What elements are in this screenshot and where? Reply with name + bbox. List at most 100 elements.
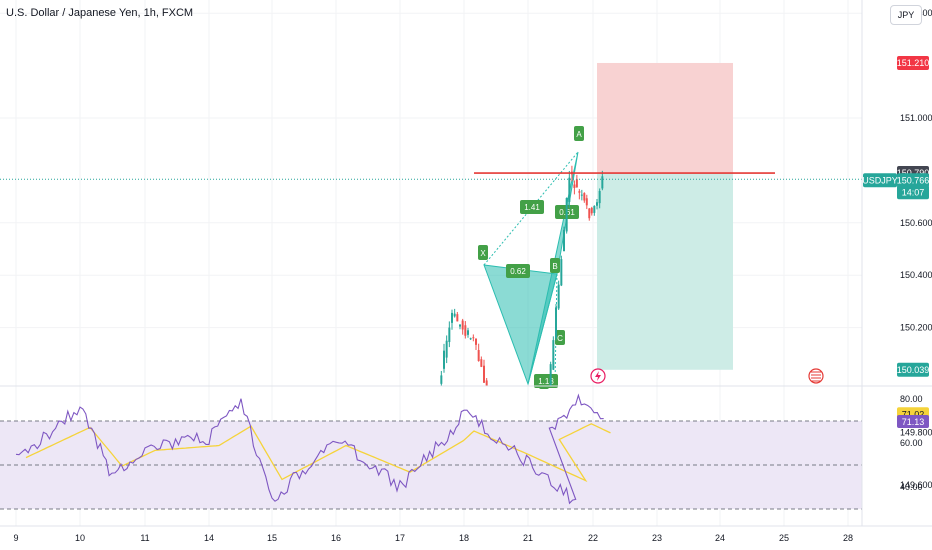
time-tick-22: 22 <box>588 533 598 543</box>
stop-loss-zone <box>597 62 733 174</box>
candle-body <box>453 313 456 317</box>
pattern-label-box-B <box>550 258 560 273</box>
pattern-xab-triangle <box>483 264 558 386</box>
rsi-ma-tag: 71.02 <box>902 409 925 419</box>
rsi-pane <box>0 393 862 510</box>
candle-body <box>469 338 472 340</box>
flash-icon-bolt <box>595 371 601 381</box>
time-tick-21: 21 <box>523 533 533 543</box>
candle-body <box>477 349 480 361</box>
pattern-label-B: B <box>552 262 557 271</box>
rsi-line <box>15 393 604 505</box>
chart-icons[interactable] <box>590 368 824 384</box>
candle-body <box>573 184 576 188</box>
candle-body <box>585 198 588 206</box>
candle-body <box>580 194 583 196</box>
pattern-label-box-C <box>555 330 565 345</box>
time-tick-9: 9 <box>13 533 18 543</box>
candle-body <box>560 259 563 286</box>
price-tick-3: 150.400 <box>900 270 932 280</box>
stop-loss-tag: 151.210 <box>897 58 930 68</box>
candle-body <box>563 229 565 252</box>
price-tick-6: 149.600 <box>900 480 932 490</box>
candle-body <box>472 337 475 339</box>
symbol-tag: USDJPY <box>862 175 898 185</box>
pattern-ratio-box-0 <box>506 264 530 278</box>
time-tick-10: 10 <box>75 533 85 543</box>
candle-body <box>575 179 578 188</box>
take-profit-tag: 150.039 <box>897 365 930 375</box>
time-tick-17: 17 <box>395 533 405 543</box>
price-tick-5: 149.800 <box>900 427 932 437</box>
countdown-tag: 14:07 <box>902 187 925 197</box>
rsi-tick-0: 80.00 <box>900 394 923 404</box>
pattern-ratio-1: 1.41 <box>524 203 540 212</box>
candle-body <box>464 325 467 336</box>
candle-body <box>555 307 557 339</box>
entry-tag: 150.790 <box>897 168 930 178</box>
candle-body <box>448 327 451 343</box>
candle-body <box>480 359 483 367</box>
rsi-tick-1: 60.00 <box>900 438 923 448</box>
take-profit-zone <box>597 173 733 370</box>
last-price-tag: 150.766 <box>897 175 930 185</box>
pattern-label-X: X <box>480 249 486 258</box>
candle-body <box>590 207 593 214</box>
pattern-label-box-A <box>574 126 584 141</box>
symbol-tag-bg <box>863 173 897 188</box>
rsi-tick-2: 40.00 <box>900 482 923 492</box>
last-price-tag-bg <box>897 173 929 188</box>
countdown-tag-bg <box>897 185 929 200</box>
candle-body <box>593 205 596 213</box>
pattern-label-A: A <box>576 130 582 139</box>
price-lines <box>0 172 862 180</box>
time-tick-28: 28 <box>843 533 853 543</box>
pattern-ratio-box-3 <box>534 374 558 388</box>
price-tick-1: 151.000 <box>900 113 932 123</box>
time-tick-16: 16 <box>331 533 341 543</box>
pattern-ratio-3: 1.13 <box>538 377 554 386</box>
rsi-ma-line <box>25 423 611 483</box>
price-tick-4: 150.200 <box>900 323 932 333</box>
position-zones <box>597 62 733 370</box>
candle-body <box>583 193 586 201</box>
rsi-value-tag: 71.13 <box>902 417 925 427</box>
time-tick-18: 18 <box>459 533 469 543</box>
symbol-title[interactable]: U.S. Dollar / Japanese Yen, 1h, FXCM <box>6 7 194 19</box>
time-tick-23: 23 <box>652 533 662 543</box>
time-tick-14: 14 <box>204 533 214 543</box>
candle-body <box>456 314 459 322</box>
candle-body <box>552 340 555 370</box>
price-tick-2: 150.600 <box>900 218 932 228</box>
currency-selector[interactable]: JPY <box>890 5 922 25</box>
candle-body <box>588 208 591 219</box>
candle-body <box>557 284 560 309</box>
pattern-label-box-X <box>478 245 488 260</box>
candle-body <box>440 375 443 384</box>
candle-body <box>578 191 581 193</box>
candle-body <box>475 338 477 345</box>
time-tick-25: 25 <box>779 533 789 543</box>
time-tick-24: 24 <box>715 533 725 543</box>
candle-body <box>568 177 571 203</box>
candle-body <box>461 320 464 330</box>
take-profit-tag-bg <box>897 362 929 377</box>
time-tick-11: 11 <box>140 533 149 543</box>
candle-body <box>565 198 568 232</box>
stop-loss-tag-bg <box>897 55 929 70</box>
pattern-ratio-box-1 <box>520 200 544 214</box>
candle-body <box>485 380 488 386</box>
candle-body <box>451 312 453 323</box>
candle-body <box>549 364 552 386</box>
candle-body <box>601 176 604 189</box>
candle-body <box>459 324 461 327</box>
harmonic-pattern: XABCD0.621.410.611.13 <box>478 126 584 389</box>
candle-body <box>596 202 598 206</box>
candle-body <box>443 350 445 369</box>
candle-body <box>445 340 448 358</box>
pattern-label-C: C <box>557 334 563 343</box>
pattern-ratio-0: 0.62 <box>510 267 526 276</box>
rsi-value-tag-bg <box>897 415 929 428</box>
